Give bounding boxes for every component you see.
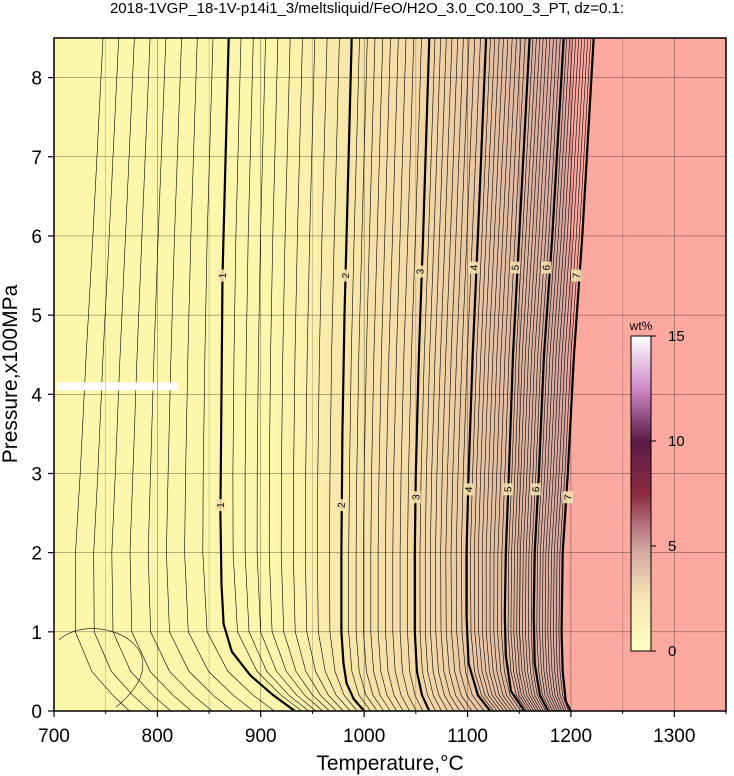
contour-label-bg: [541, 261, 552, 274]
contour-labels: 1 1 2 2 3 3 4 4 5 5 6 6 7 7: [215, 261, 583, 512]
x-tick-label: 1100: [447, 726, 488, 747]
contour-label: 2: [337, 502, 348, 508]
colorbar-ramp: [630, 335, 652, 652]
x-tick-label: 900: [245, 726, 277, 747]
y-tick-label: 0: [31, 702, 42, 723]
colorbar-label: wt%: [629, 319, 653, 333]
contour-label-bg: [463, 483, 474, 496]
contour-label: 7: [571, 272, 582, 278]
colorbar-tick-label: 5: [668, 538, 676, 555]
contour-label-bg: [414, 265, 425, 278]
x-tick-label: 1000: [343, 726, 385, 747]
contour-label-bg: [510, 261, 521, 274]
contour-label: 6: [542, 264, 553, 270]
contour-label-bg: [502, 483, 513, 496]
data-gap-band: [57, 382, 179, 391]
colorbar-ticks: 0 5 10 15: [651, 328, 685, 660]
fine-contour: [58, 628, 144, 708]
chart-title: 2018-1VGP_18-1V-p14i1_3/meltsliquid/FeO/…: [110, 0, 624, 17]
y-axis-label: Pressure,x100MPa: [0, 284, 22, 463]
plot-frame: [53, 37, 727, 712]
contour-label: 5: [503, 486, 514, 492]
x-axis-label: Temperature,°C: [316, 752, 463, 775]
contour-label-bg: [340, 269, 351, 282]
contour-label-bg: [336, 499, 347, 512]
x-axis-ticks: 700 800 900 1000 1100 1200 1300: [38, 711, 727, 747]
contour-label-bg: [217, 269, 228, 282]
y-tick-label: 3: [31, 464, 42, 485]
y-tick-label: 2: [31, 544, 42, 565]
y-tick-label: 8: [31, 69, 42, 90]
contour-label: 3: [415, 268, 426, 274]
y-axis-ticks: 0 1 2 3 4 5 6 7 8: [31, 69, 54, 723]
contour-label: 1: [216, 502, 227, 508]
x-tick-label: 1200: [550, 726, 592, 747]
contour-label-bg: [571, 269, 582, 282]
colorbar-tick-label: 0: [668, 643, 676, 660]
contour-label-bg: [468, 261, 479, 274]
colorbar-tick-label: 15: [668, 328, 685, 345]
x-tick-label: 800: [142, 726, 174, 747]
grid-lines: [54, 38, 726, 711]
contour-label: 4: [469, 264, 480, 270]
y-tick-label: 1: [31, 623, 42, 644]
contour-label: 7: [563, 494, 574, 500]
contour-label: 2: [341, 272, 352, 278]
contour-label: 1: [218, 272, 229, 278]
contour-label: 6: [531, 486, 542, 492]
x-tick-label: 1300: [653, 726, 695, 747]
contour-label: 5: [511, 264, 522, 270]
contour-label: 3: [411, 494, 422, 500]
contour-label-bg: [530, 483, 541, 496]
contour-label-bg: [562, 491, 573, 504]
y-tick-label: 5: [31, 306, 42, 327]
y-tick-label: 6: [31, 227, 42, 248]
x-tick-label: 700: [38, 726, 70, 747]
plot-area: 1 1 2 2 3 3 4 4 5 5 6 6 7 7: [54, 38, 726, 711]
colorbar: wt% 0 5 10 15: [629, 319, 685, 660]
y-tick-label: 7: [31, 148, 42, 169]
contour-label-bg: [410, 491, 421, 504]
colorbar-tick-label: 10: [668, 433, 685, 450]
contour-label: 4: [464, 486, 475, 492]
y-tick-label: 4: [31, 385, 42, 406]
contour-label-bg: [215, 499, 226, 512]
contour-line-2: [340, 38, 366, 711]
